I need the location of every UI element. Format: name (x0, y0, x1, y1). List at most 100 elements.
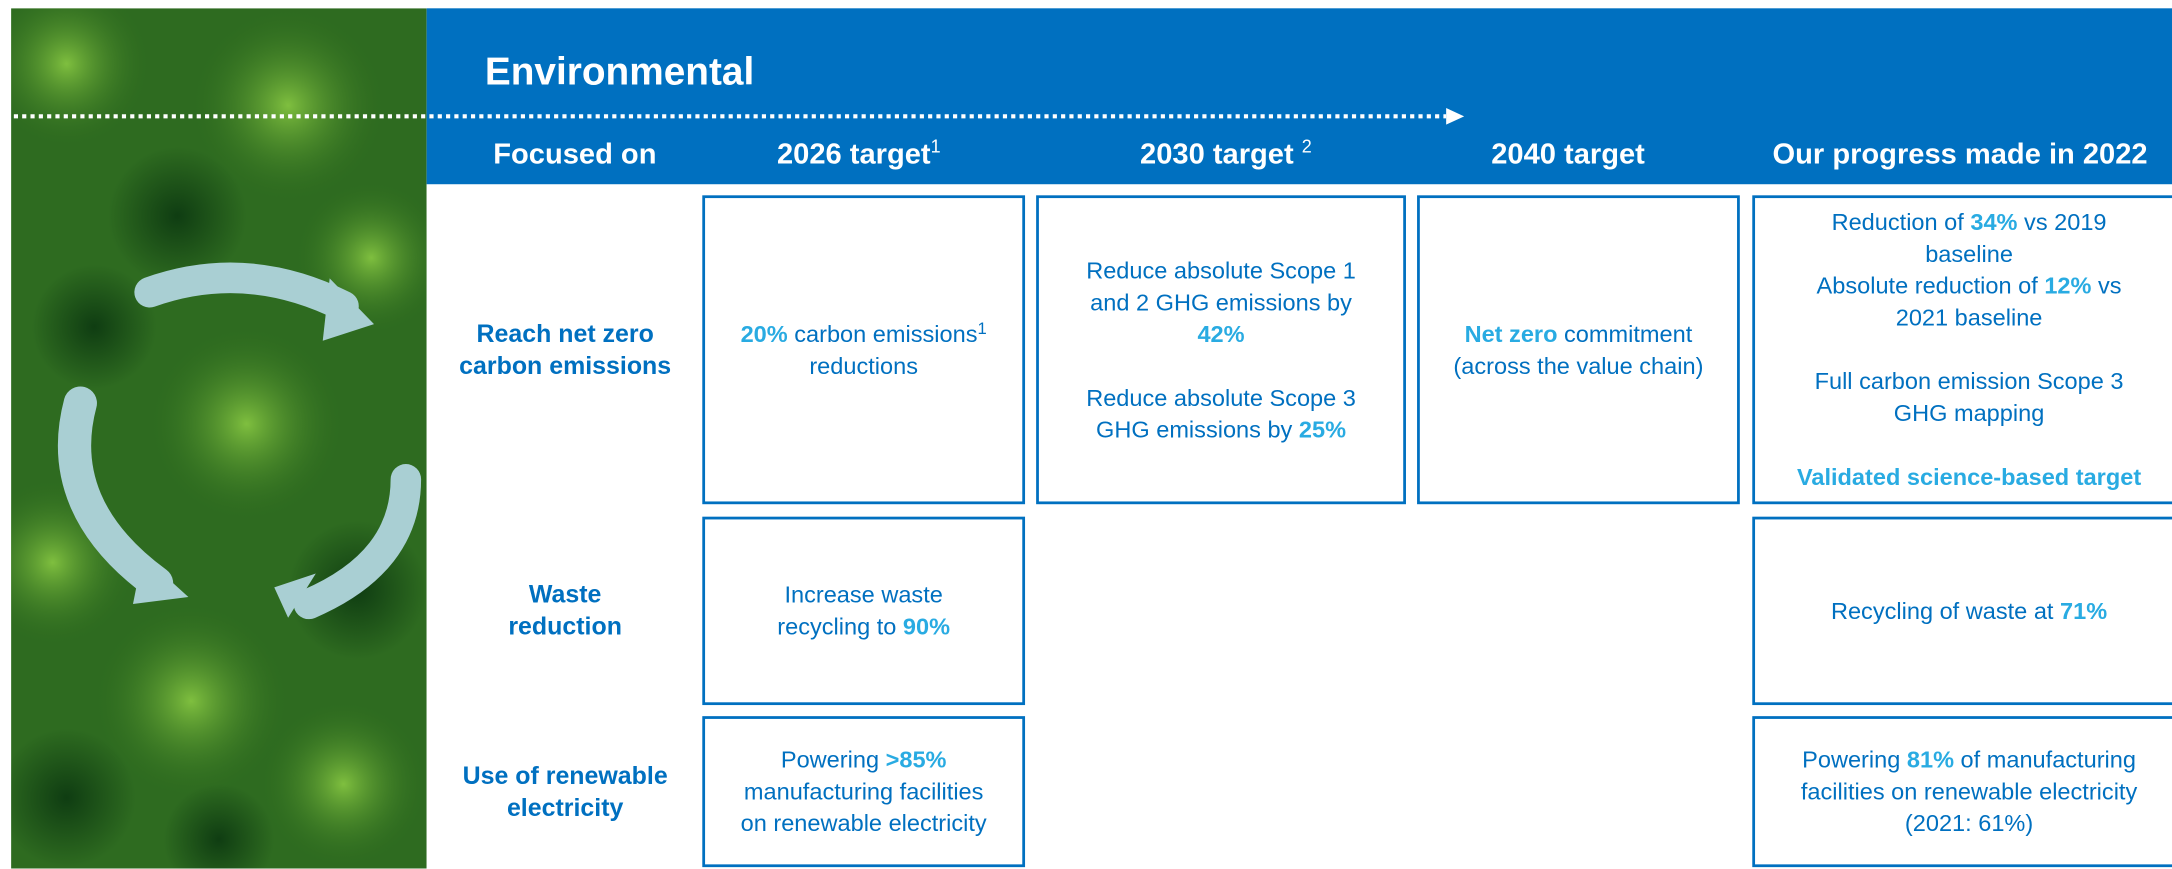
highlight: >85% (885, 746, 947, 773)
text-run: facilities on renewable electricity (1800, 778, 2138, 805)
text-group: Net zero commitment (across the value cha… (1453, 318, 1703, 382)
text-group: Reduction of 34% vs 2019 baseline Absolute… (1817, 206, 2122, 333)
text-run: and 2 GHG emissions by (1090, 288, 1352, 316)
text-group: 20% carbon emissions1 reductions (741, 318, 987, 382)
column-header: Focused on (493, 139, 656, 172)
focus-line: Reach net zero (476, 319, 654, 347)
column-header-text: 2026 target (776, 138, 931, 171)
text-run: Powering (780, 746, 886, 773)
text-line: Reduce absolute Scope 1 (1086, 254, 1356, 286)
text-run: (across the value chain) (1453, 352, 1704, 379)
text-run: 2021 baseline (1895, 304, 2043, 332)
text-group: Reduce absolute Scope 3 GHG emissions by … (1086, 382, 1356, 446)
column-header: 2026 target1 (776, 135, 941, 172)
text-run: carbon emissions (787, 320, 978, 347)
text-group: Increase waste recycling to 90% (777, 579, 950, 643)
text-group: Reduce absolute Scope 1 and 2 GHG emissio… (1086, 254, 1356, 350)
footnote-mark: 2 (1301, 135, 1312, 157)
text-run: Full carbon emission Scope 3 (1814, 368, 2124, 395)
text-line: recycling to 90% (777, 611, 950, 643)
text-line: Reduce absolute Scope 3 (1086, 382, 1356, 414)
text-line: 2021 baseline (1817, 302, 2122, 334)
text-run: Reduction of (1831, 209, 1971, 236)
text-run: on renewable electricity (740, 810, 987, 837)
target-box: Increase waste recycling to 90% (702, 516, 1026, 706)
text-run: Recycling of waste at (1830, 597, 2061, 625)
highlight: 90% (902, 613, 951, 640)
text-line: facilities on renewable electricity (1801, 776, 2137, 808)
text-line: GHG mapping (1815, 398, 2124, 430)
text-run: baseline (1925, 241, 2013, 268)
target-box: Reduce absolute Scope 1 and 2 GHG emissio… (1036, 195, 1406, 505)
text-line: manufacturing facilities (741, 776, 987, 808)
focus-label: Reach net zero carbon emissions (440, 195, 689, 504)
text-line: baseline (1817, 238, 2122, 270)
target-box: 20% carbon emissions1 reductions (702, 195, 1026, 505)
focus-line: Waste (528, 580, 602, 609)
text-line: reductions (741, 350, 987, 382)
text-line: Absolute reduction of 12% vs (1817, 270, 2122, 302)
text-line: (2021: 61%) (1801, 808, 2137, 840)
target-box: Recycling of waste at 71% (1752, 516, 2172, 706)
text-group: Validated science-based target (1797, 461, 2141, 493)
text-run: GHG mapping (1893, 400, 2045, 427)
text-line: Powering >85% (741, 744, 987, 776)
text-run: reductions (809, 352, 918, 379)
text-group: Powering 81% of manufacturing facilities … (1801, 744, 2137, 840)
text-line: Increase waste (777, 579, 950, 611)
highlight: 34% (1970, 209, 2018, 236)
text-run: vs (2091, 272, 2122, 300)
text-run: manufacturing facilities (743, 778, 984, 805)
target-box: Powering >85% manufacturing facilities on … (702, 716, 1026, 868)
highlight: 25% (1298, 416, 1347, 443)
focus-line: Use of renewable (462, 761, 668, 789)
highlight: 71% (2060, 597, 2108, 625)
text-line: GHG emissions by 25% (1086, 413, 1356, 445)
target-box: Powering 81% of manufacturing facilities … (1752, 716, 2172, 868)
text-line: and 2 GHG emissions by (1086, 286, 1356, 318)
text-run: Powering (1802, 746, 1907, 773)
text-line: Full carbon emission Scope 3 (1815, 366, 2124, 398)
column-header: Our progress made in 2022 (1773, 139, 2148, 172)
column-header-text: 2030 target (1140, 138, 1302, 171)
highlight: 42% (1197, 320, 1245, 347)
column-header: 2030 target 2 (1140, 135, 1312, 172)
highlight: 20% (740, 320, 788, 347)
text-run: GHG emissions by (1096, 416, 1299, 443)
text-group: Powering >85% manufacturing facilities on … (741, 744, 987, 840)
text-run: recycling to (777, 613, 903, 640)
text-run: (2021: 61%) (1904, 810, 2034, 837)
highlight: 81% (1906, 746, 1955, 773)
text-line: Powering 81% of manufacturing (1801, 744, 2137, 776)
focus-line: carbon emissions (459, 351, 672, 379)
text-run: vs 2019 (2017, 209, 2107, 236)
forest-image (11, 8, 427, 869)
column-header-text: 2040 target (1491, 138, 1645, 171)
text-run: Reduce absolute Scope 3 (1086, 384, 1356, 411)
text-line: Validated science-based target (1797, 461, 2141, 493)
target-box: Reduction of 34% vs 2019 baseline Absolute… (1752, 195, 2172, 505)
header-band (426, 8, 2172, 185)
column-header-text: Our progress made in 2022 (1772, 138, 2148, 171)
timeline-arrow (13, 108, 1465, 125)
highlight: 12% (2044, 272, 2092, 300)
column-header: 2040 target (1491, 139, 1645, 172)
text-line: Reduction of 34% vs 2019 (1817, 206, 2122, 238)
text-line: 42% (1086, 318, 1356, 350)
focus-line: electricity (506, 793, 624, 821)
target-box: Net zero commitment (across the value cha… (1417, 195, 1740, 505)
highlight: Net zero (1464, 320, 1558, 347)
focus-line: reduction (508, 612, 622, 640)
text-line: 20% carbon emissions1 (741, 318, 987, 350)
text-group: Full carbon emission Scope 3 GHG mapping (1815, 366, 2124, 430)
text-run: Increase waste (784, 581, 943, 609)
text-line: (across the value chain) (1453, 350, 1703, 382)
focus-label: Waste reduction (440, 517, 689, 705)
text-run: Absolute reduction of (1816, 272, 2045, 300)
footnote-mark: 1 (930, 135, 941, 157)
section-title: Environmental (484, 49, 755, 93)
column-header-text: Focused on (493, 138, 657, 171)
text-run: commitment (1557, 320, 1693, 347)
